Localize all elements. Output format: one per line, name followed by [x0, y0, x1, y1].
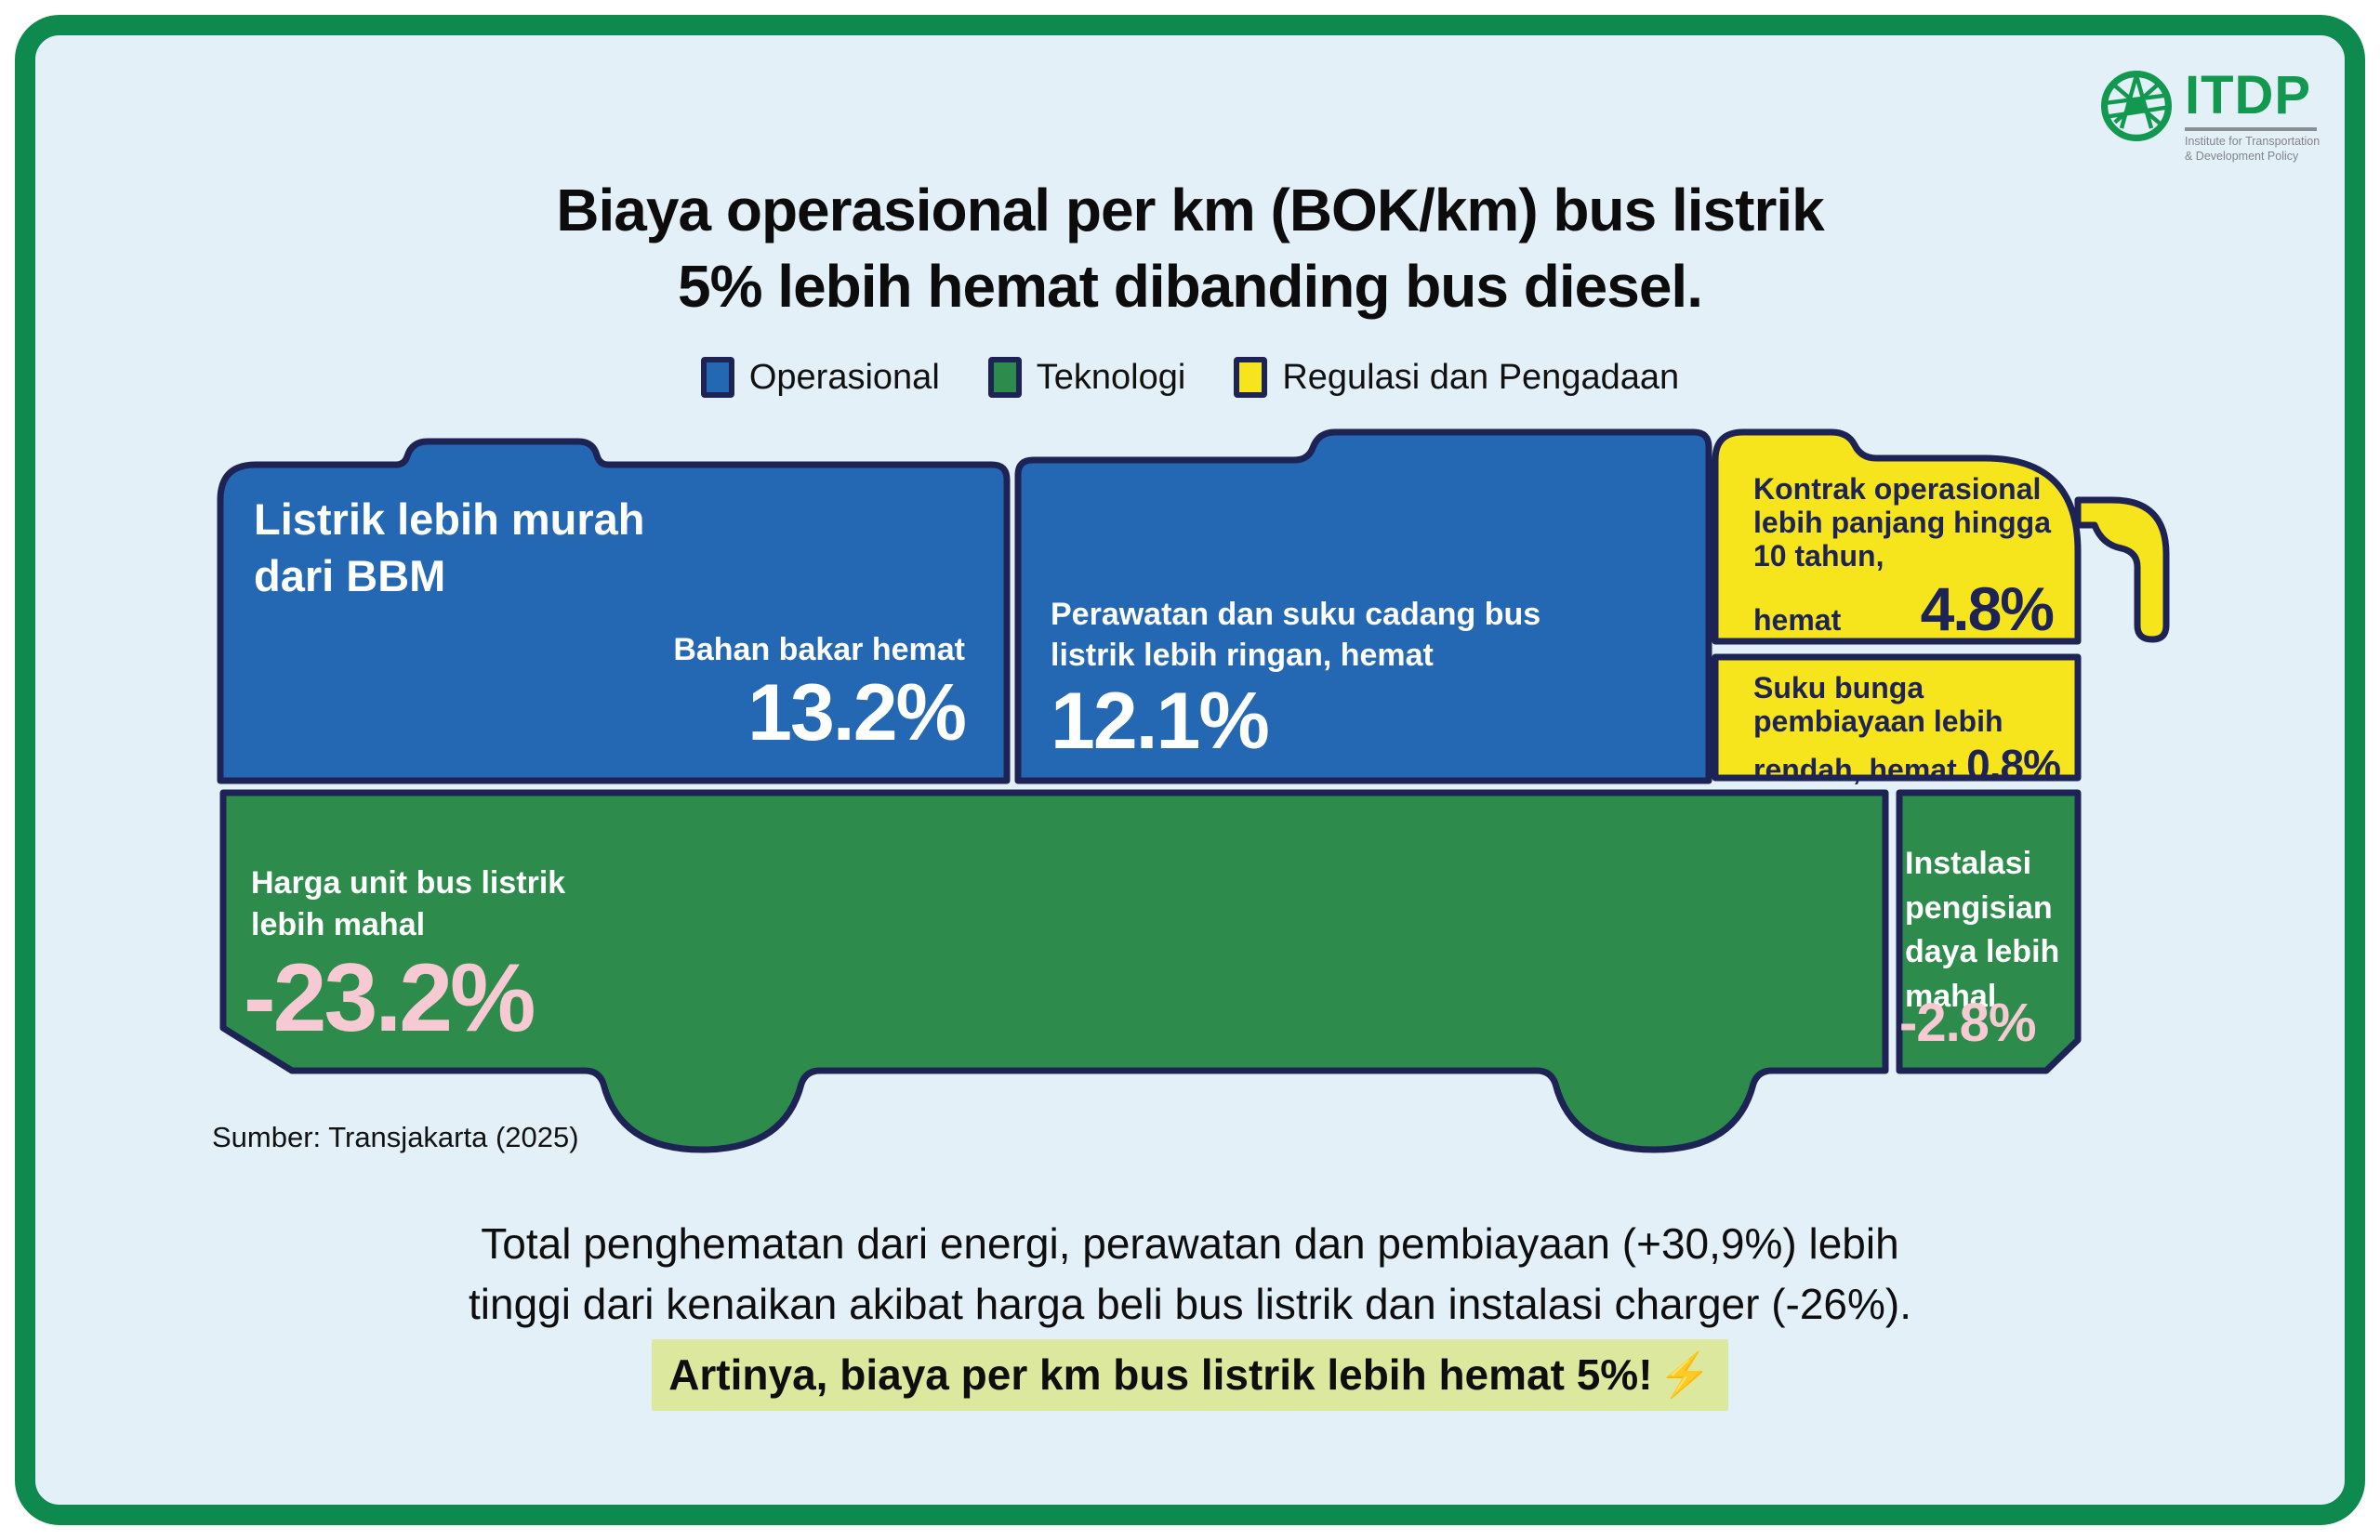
contract-label: hemat — [1753, 603, 1842, 638]
legend-item-teknologi: Teknologi — [987, 357, 1186, 398]
logo-name: ITDP — [2185, 65, 2312, 125]
highlight-text: Artinya, biaya per km bus listrik lebih … — [668, 1349, 1653, 1399]
fuel-block-shape — [217, 438, 1011, 784]
source-note: Sumber: Transjakarta (2025) — [212, 1121, 579, 1153]
legend-item-operasional: Operasional — [700, 357, 940, 398]
interest-line1: Suku bunga — [1753, 671, 1924, 704]
legend-label-teknologi: Teknologi — [1036, 357, 1186, 397]
maintenance-label: Perawatan dan suku cadang bus listrik le… — [1051, 595, 1608, 676]
legend-label-operasional: Operasional — [748, 357, 940, 397]
contract-block-shape — [1712, 428, 2082, 645]
interest-block-stat: Suku bunga pembiayaan lebih rendah, hema… — [1753, 671, 2061, 790]
interest-value-row: rendah, hemat 0.8% — [1753, 741, 2061, 790]
footer-summary: Total penghematan dari energi, perawatan… — [0, 1214, 2380, 1411]
logo-rule — [2185, 127, 2317, 131]
logo-subtitle-line2: & Development Policy — [2185, 149, 2299, 163]
interest-line3: rendah, hemat — [1753, 753, 1957, 787]
fuel-block-title: Listrik lebih murah dari BBM — [254, 491, 700, 604]
logo-text: ITDP Institute for Transportation & Deve… — [2185, 69, 2320, 164]
page-title: Biaya operasional per km (BOK/km) bus li… — [0, 173, 2380, 325]
legend-swatch-teknologi — [987, 357, 1022, 398]
footer-line2: tinggi dari kenaikan akibat harga beli b… — [468, 1280, 1912, 1329]
maintenance-label-line1: Perawatan dan suku cadang bus — [1051, 597, 1541, 632]
interest-value: 0.8% — [1966, 741, 2061, 790]
contract-line1: Kontrak operasional — [1753, 472, 2042, 506]
interest-block-shape — [1712, 653, 2082, 782]
page-title-line2: 5% lebih hemat dibanding bus diesel. — [678, 252, 1703, 320]
unit-price-label: Harga unit bus listrik lebih mahal — [251, 862, 604, 946]
mirror-shape — [2074, 496, 2170, 643]
legend: Operasional Teknologi Regulasi dan Penga… — [0, 357, 2380, 398]
itdp-wheel-icon — [2101, 71, 2172, 141]
legend-swatch-operasional — [700, 357, 734, 398]
unit-price-label-line1: Harga unit bus listrik — [251, 865, 566, 901]
charging-label-line4: mahal — [1905, 978, 1997, 1014]
highlight-conclusion: Artinya, biaya per km bus listrik lebih … — [652, 1338, 1728, 1411]
contract-line3: 10 tahun, — [1753, 539, 1884, 573]
fuel-title-line1: Listrik lebih murah — [254, 494, 645, 544]
itdp-logo: ITDP Institute for Transportation & Deve… — [2099, 69, 2320, 164]
charging-label-line2: pengisian — [1905, 889, 2053, 926]
unit-price-block-shape — [219, 789, 1889, 1153]
maintenance-block-stat: Perawatan dan suku cadang bus listrik le… — [1051, 595, 1608, 763]
contract-value-row: hemat 4.8% — [1753, 574, 2055, 644]
logo-subtitle: Institute for Transportation & Developme… — [2185, 135, 2320, 164]
maintenance-label-line2: listrik lebih ringan, hemat — [1051, 637, 1434, 673]
lightning-icon: ⚡ — [1658, 1349, 1712, 1399]
legend-label-regulasi: Regulasi dan Pengadaan — [1282, 357, 1680, 397]
contract-line2: lebih panjang hingga — [1753, 506, 2051, 540]
charging-block-shape — [1896, 789, 2082, 1074]
footer-line1: Total penghematan dari energi, perawatan… — [481, 1219, 1899, 1268]
contract-value: 4.8% — [1920, 574, 2055, 644]
unit-price-value: -23.2% — [244, 944, 536, 1052]
maintenance-value: 12.1% — [1051, 677, 1270, 767]
bus-chart — [217, 428, 2170, 1153]
maintenance-block-shape — [1014, 428, 1712, 784]
fuel-title-line2: dari BBM — [254, 551, 446, 601]
charging-label-line3: daya lebih — [1905, 934, 2060, 970]
page-title-line1: Biaya operasional per km (BOK/km) bus li… — [556, 177, 1824, 244]
charging-value: -2.8% — [1899, 993, 2037, 1053]
charging-label: Instalasi pengisian daya lebih mahal — [1905, 842, 2072, 1019]
unit-price-label-line2: lebih mahal — [251, 906, 426, 942]
logo-subtitle-line1: Institute for Transportation — [2185, 135, 2320, 148]
fuel-value: 13.2% — [747, 667, 967, 757]
contract-block-stat: Kontrak operasional lebih panjang hingga… — [1753, 472, 2055, 644]
footer-highlight-row: Artinya, biaya per km bus listrik lebih … — [0, 1338, 2380, 1411]
interest-line2: pembiayaan lebih — [1753, 704, 2003, 739]
charging-label-line1: Instalasi — [1905, 846, 2032, 881]
fuel-label: Bahan bakar hemat — [673, 632, 965, 667]
fuel-block-stat: Bahan bakar hemat 13.2% — [549, 630, 967, 757]
legend-item-regulasi: Regulasi dan Pengadaan — [1234, 357, 1679, 398]
legend-swatch-regulasi — [1234, 357, 1268, 398]
